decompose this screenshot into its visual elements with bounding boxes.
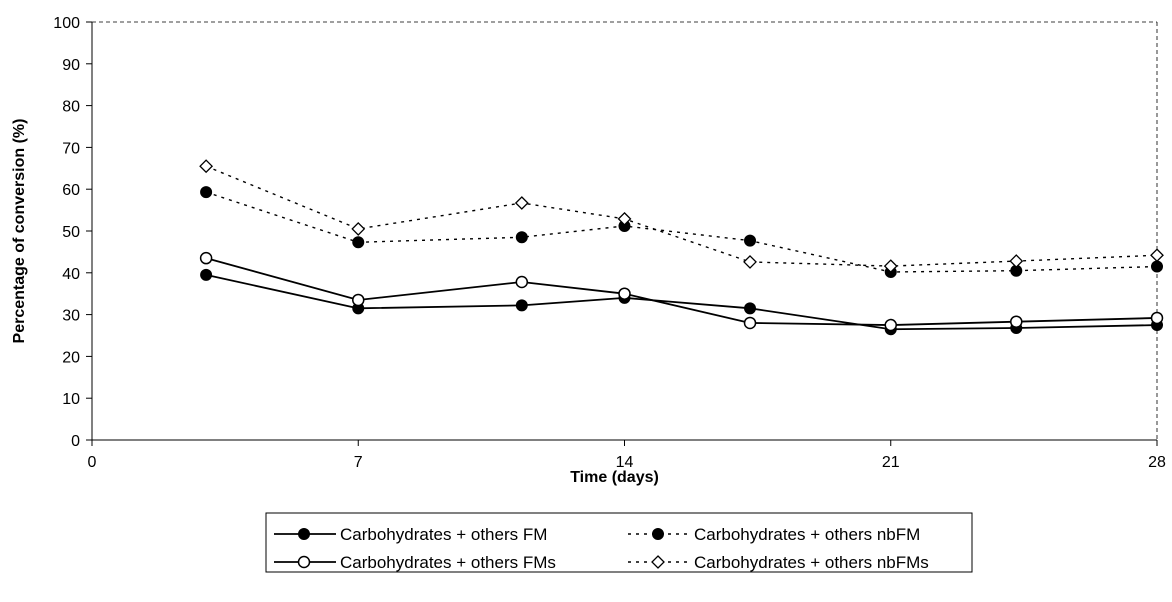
legend-item: Carbohydrates + others FM: [274, 525, 547, 544]
data-point: [617, 211, 632, 226]
y-axis-title: Percentage of conversion (%): [11, 119, 28, 344]
series-2: [199, 251, 1164, 332]
legend-marker: [298, 528, 310, 540]
x-tick-label: 14: [616, 454, 634, 471]
legend-marker: [652, 528, 664, 540]
series-4: [199, 159, 1164, 274]
y-tick-label: 10: [62, 391, 80, 408]
data-point: [744, 302, 757, 315]
series-line: [205, 191, 1158, 273]
data-point: [199, 159, 214, 174]
data-point: [884, 318, 897, 332]
data-point: [618, 287, 631, 300]
y-tick-label: 60: [62, 182, 80, 199]
y-tick-label: 80: [62, 99, 80, 116]
legend-item: Carbohydrates + others FMs: [274, 553, 556, 572]
y-tick-label: 100: [53, 15, 80, 32]
legend-label: Carbohydrates + others FM: [340, 525, 547, 544]
legend-marker: [651, 555, 665, 569]
series-3: [200, 186, 1163, 278]
data-point: [883, 259, 898, 274]
x-tick-label: 0: [88, 454, 97, 471]
data-point: [199, 251, 213, 265]
y-tick-label: 30: [62, 308, 80, 325]
data-point: [352, 293, 365, 307]
y-axis-ticks: 0 10 20 30 40 50 60 70 80 90 100: [53, 15, 92, 450]
data-point: [515, 231, 528, 244]
series-line: [205, 274, 1158, 331]
y-tick-label: 50: [62, 224, 80, 241]
data-point: [514, 196, 529, 210]
legend-label: Carbohydrates + others nbFMs: [694, 553, 929, 572]
x-tick-label: 28: [1148, 454, 1166, 471]
legend: Carbohydrates + others FM Carbohydrates +…: [265, 512, 973, 573]
legend-label: Carbohydrates + others nbFM: [694, 525, 920, 544]
data-point: [1150, 248, 1164, 263]
y-tick-label: 20: [62, 349, 80, 366]
data-point: [744, 234, 757, 247]
data-point: [351, 221, 366, 236]
data-point: [515, 299, 528, 312]
legend-item: Carbohydrates + others nbFMs: [628, 553, 929, 572]
y-tick-label: 0: [71, 433, 80, 450]
data-point: [1010, 315, 1023, 328]
series-line: [205, 165, 1158, 267]
x-axis-title: Time (days): [570, 469, 659, 486]
legend-box: [265, 512, 973, 573]
x-axis-ticks: 0 7 14 21 28: [88, 440, 1166, 471]
data-point: [200, 268, 213, 281]
y-tick-label: 70: [62, 140, 80, 157]
data-point: [1009, 254, 1024, 269]
series-layer: [199, 159, 1164, 336]
y-tick-label: 40: [62, 266, 80, 283]
data-point: [743, 316, 757, 330]
series-line: [205, 257, 1158, 326]
data-point: [200, 186, 213, 199]
data-point: [743, 255, 757, 269]
y-tick-label: 90: [62, 57, 80, 74]
legend-item: Carbohydrates + others nbFM: [628, 525, 920, 544]
data-point: [515, 275, 529, 289]
data-point: [352, 236, 365, 249]
legend-label: Carbohydrates + others FMs: [340, 553, 556, 572]
data-point: [1150, 311, 1164, 325]
legend-marker: [297, 555, 311, 569]
x-tick-label: 21: [882, 454, 900, 471]
x-tick-label: 7: [354, 454, 363, 471]
data-point: [1151, 260, 1163, 273]
